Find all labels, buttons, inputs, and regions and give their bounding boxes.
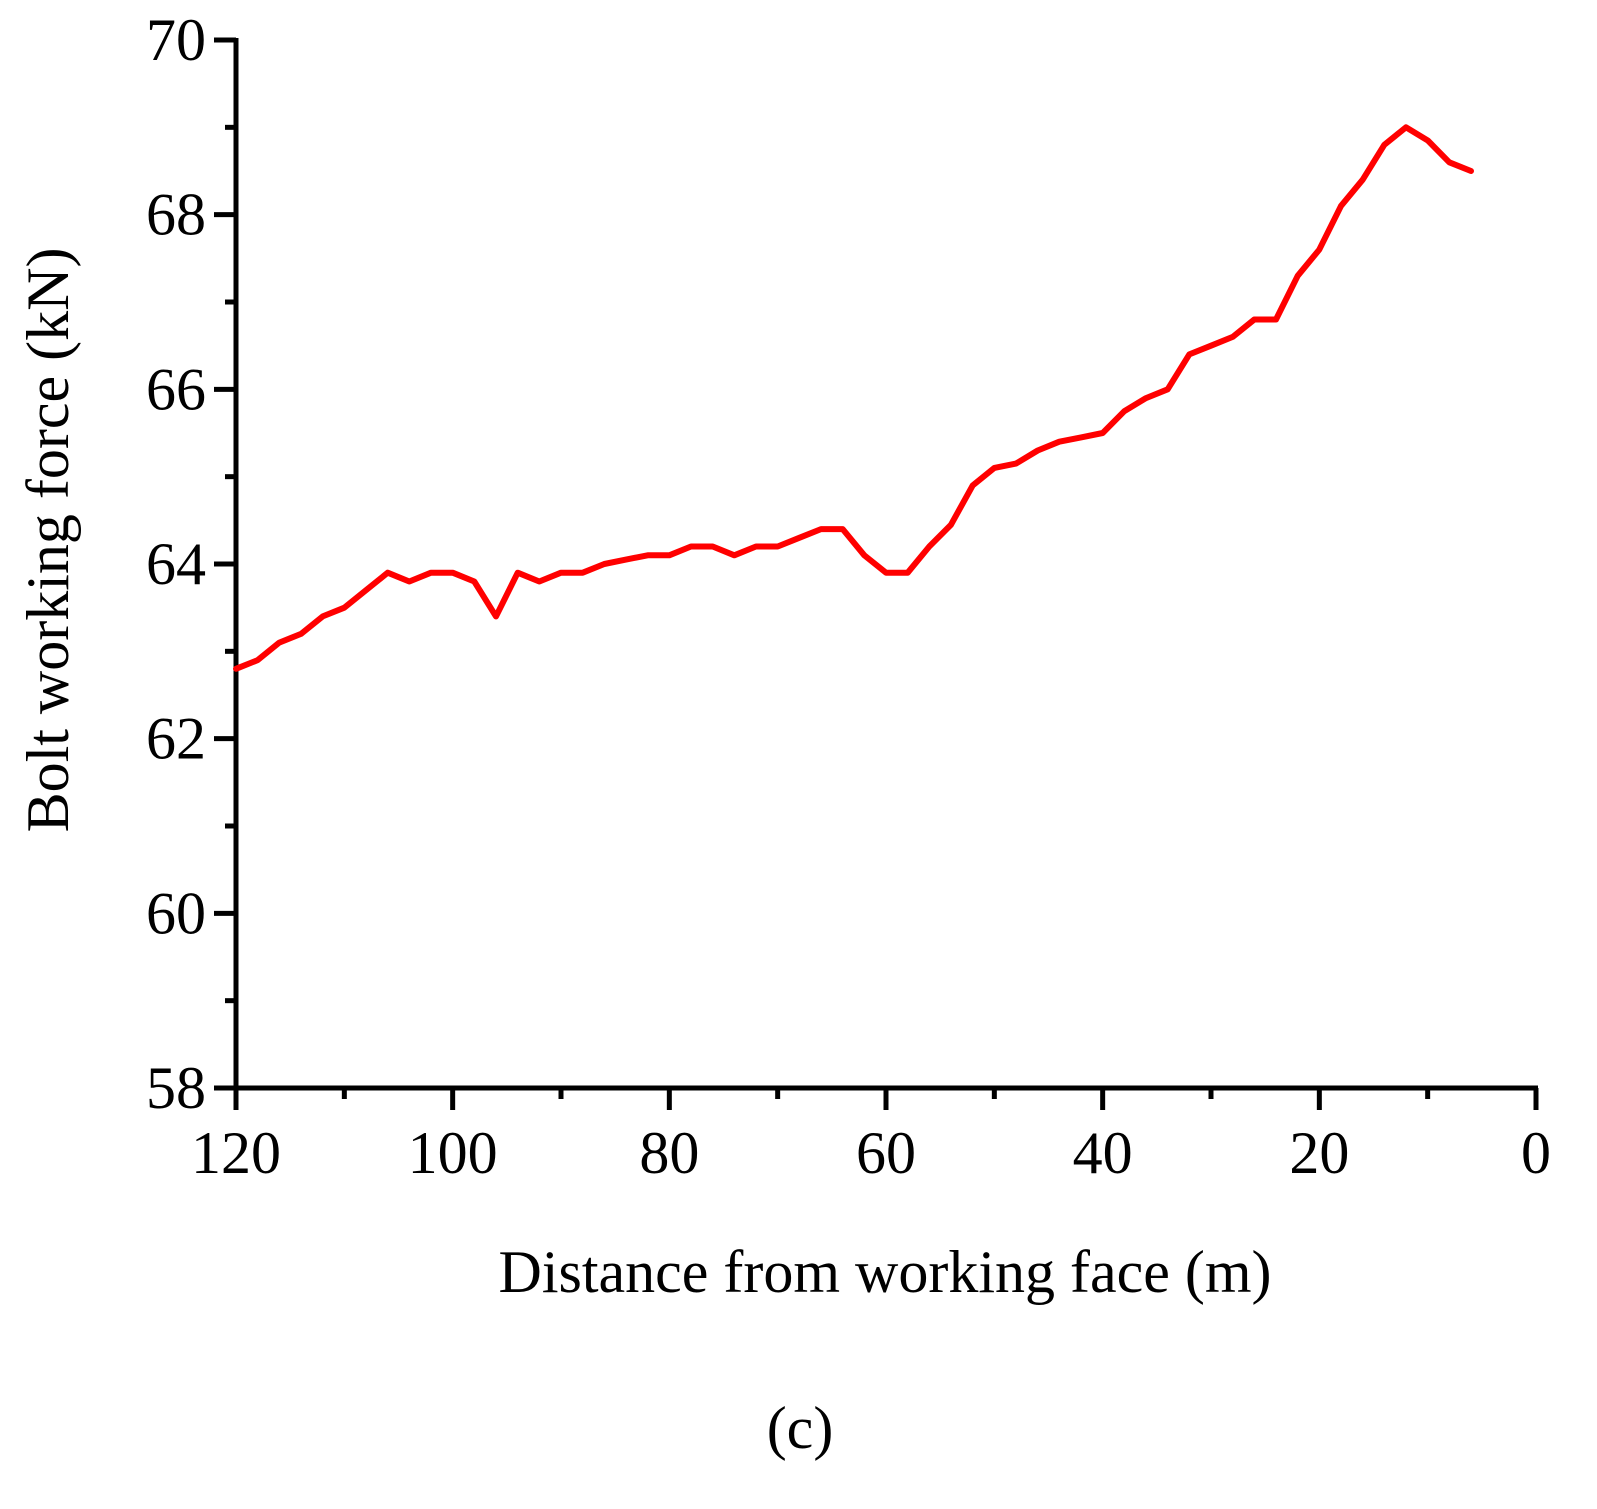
y-tick-label: 70 [146,7,206,73]
series-layer [233,124,1474,672]
y-tick-label: 58 [146,1055,206,1121]
y-tick-label: 68 [146,182,206,248]
axes [214,37,1539,1110]
x-tick-label: 80 [639,1120,699,1186]
y-tick-label: 60 [146,880,206,946]
y-tick-label: 66 [146,356,206,422]
panel-label: (c) [767,1395,834,1461]
x-tick-label: 20 [1289,1120,1349,1186]
y-axis-title: Bolt working force (kN) [15,248,81,833]
y-tick-label: 64 [146,531,206,597]
series-line [233,124,1474,672]
x-tick-label: 0 [1521,1120,1551,1186]
x-tick-label: 120 [191,1120,281,1186]
x-tick-label: 100 [408,1120,498,1186]
y-tick-label: 62 [146,706,206,772]
x-tick-label: 60 [856,1120,916,1186]
x-tick-label: 40 [1073,1120,1133,1186]
tick-labels: 58 60 62 64 66 68 70 120 100 80 60 40 20 0 [146,7,1551,1186]
x-axis-title: Distance from working face (m) [498,1239,1271,1305]
